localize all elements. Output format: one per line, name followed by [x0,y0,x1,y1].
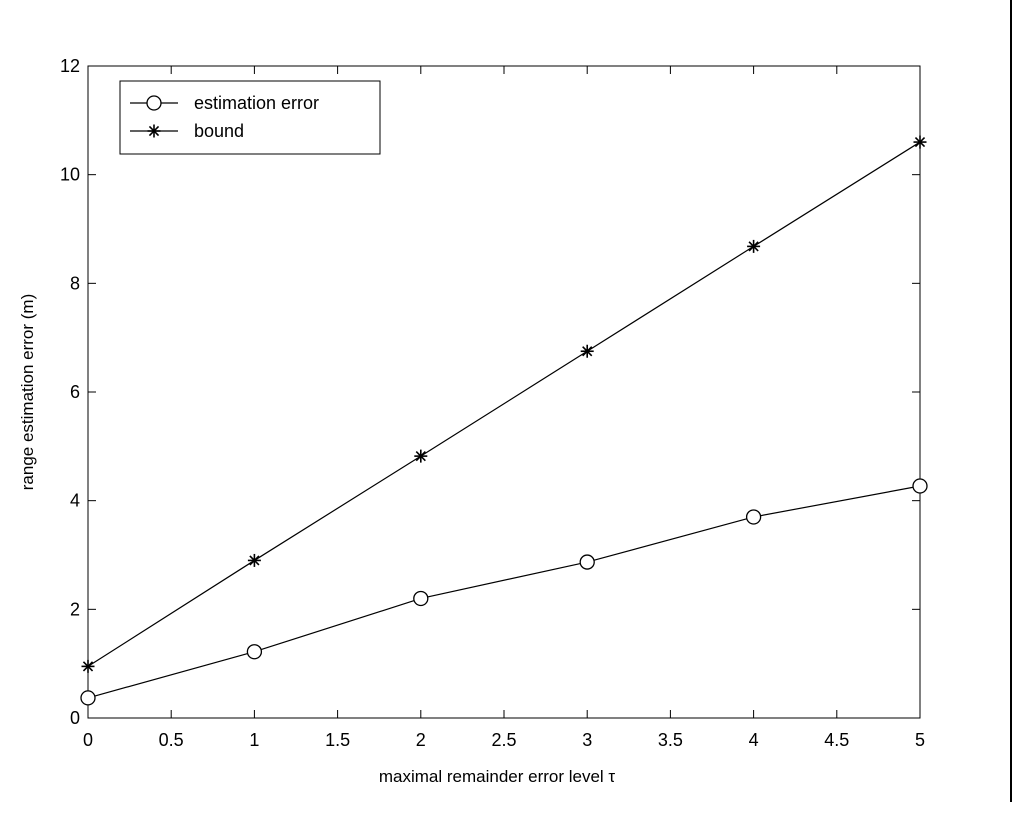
circle-marker [146,95,162,111]
x-axis-label: maximal remainder error level τ [379,767,616,786]
circle-marker [413,590,429,607]
asterisk-marker [913,135,927,149]
y-tick-label: 8 [70,273,80,293]
series-line [87,485,921,699]
y-tick-label: 6 [70,382,80,402]
y-tick-label: 4 [70,491,80,511]
x-tick-label: 4 [749,730,759,750]
x-tick-label: 2 [416,730,426,750]
y-tick-label: 2 [70,599,80,619]
legend-label: estimation error [194,93,319,113]
asterisk-marker [147,124,161,138]
x-tick-label: 2.5 [491,730,516,750]
y-tick-label: 12 [60,56,80,76]
series-bound [81,135,927,673]
circle-marker [80,690,96,706]
series-line [87,141,921,667]
plot-area [87,65,921,719]
circle-marker [579,554,595,570]
x-tick-label: 3.5 [658,730,683,750]
x-tick-label: 0 [83,730,93,750]
legend-entry: bound [130,121,244,141]
legend: estimation error bound [119,80,381,155]
x-tick-label: 1.5 [325,730,350,750]
x-tick-label: 4.5 [824,730,849,750]
circle-marker [912,478,928,494]
series-group [80,135,928,706]
legend-label: bound [194,121,244,141]
y-axis-label: range estimation error (m) [18,294,37,491]
asterisk-marker [747,239,761,253]
legend-entry: estimation error [130,93,319,113]
series-estimation-error [80,478,928,706]
circle-marker [246,644,263,660]
y-tick-label: 10 [60,165,80,185]
circle-marker [745,509,762,525]
asterisk-marker [81,659,95,673]
asterisk-marker [414,449,428,463]
y-tick-label: 0 [70,708,80,728]
asterisk-marker [247,553,261,567]
legend-box [119,80,381,155]
x-tick-label: 1 [249,730,259,750]
x-tick-label: 5 [915,730,925,750]
axis-ticks: 0 0.5 1 1.5 2 2.5 3 3.5 4 4.5 5 0 2 4 6 8 10 12 [60,56,925,750]
x-tick-label: 0.5 [159,730,184,750]
x-tick-label: 3 [582,730,592,750]
asterisk-marker [580,344,594,358]
